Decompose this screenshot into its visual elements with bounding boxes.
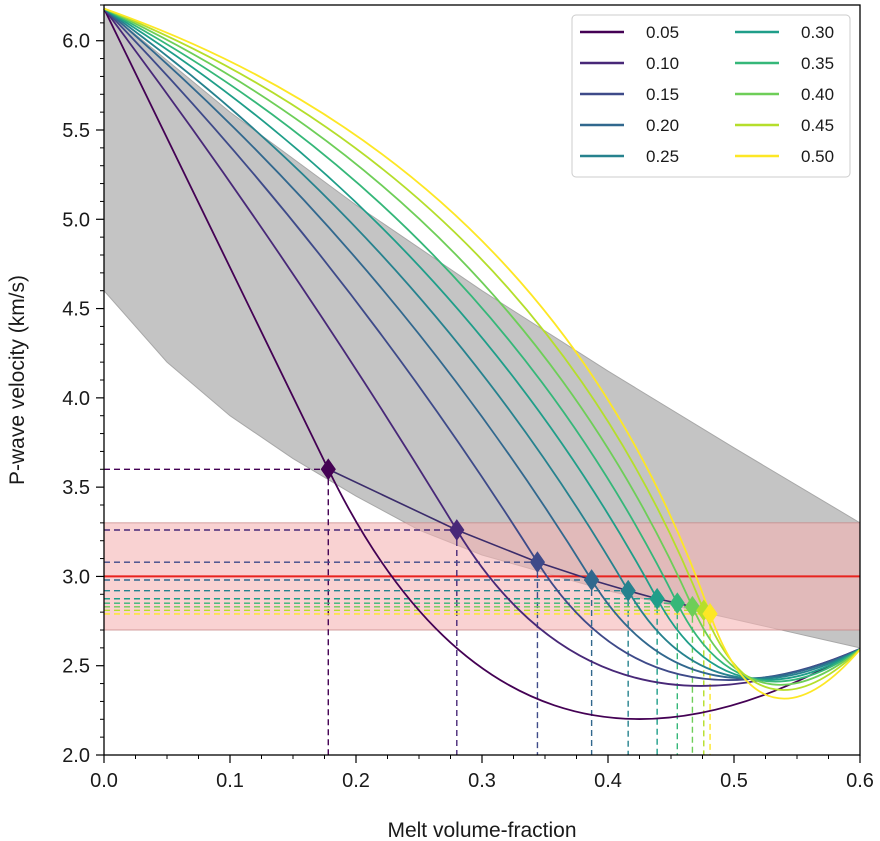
series-line-0.45	[103, 7, 861, 691]
series-line-0.40	[103, 7, 861, 686]
legend-label-0.15: 0.15	[646, 85, 679, 104]
legend-label-0.30: 0.30	[801, 23, 834, 42]
x-tick-label: 0.2	[342, 770, 370, 792]
legend-label-0.05: 0.05	[646, 23, 679, 42]
x-tick-label: 0.1	[216, 770, 244, 792]
y-tick-label: 3.5	[62, 477, 90, 499]
x-tick-label: 0.6	[846, 770, 874, 792]
legend-label-0.45: 0.45	[801, 116, 834, 135]
y-tick-label: 4.5	[62, 299, 90, 321]
axes: 0.0 0.1 0.2 0.3 0.4 0.5 0.6 2.0 2.5 3.0 3.5 4.0 4.5 5…	[62, 4, 874, 792]
legend-label-0.10: 0.10	[646, 54, 679, 73]
marker-0.50	[702, 603, 718, 625]
marker-0.25	[620, 579, 636, 602]
x-tick-label: 0.0	[90, 770, 118, 792]
y-tick-label: 5.0	[62, 209, 90, 231]
series-line-0.20	[103, 7, 861, 680]
legend-label-0.25: 0.25	[646, 147, 679, 166]
x-tick-label: 0.3	[468, 770, 496, 792]
marker-0.30	[649, 587, 665, 610]
y-tick-label: 4.0	[62, 388, 90, 410]
series-line-0.15	[103, 7, 861, 682]
x-tick-label: 0.5	[720, 770, 748, 792]
marker-0.35	[669, 592, 685, 615]
projection-lines	[104, 468, 711, 755]
y-axis-title: P-wave velocity (km/s)	[6, 275, 29, 485]
marker-0.05	[320, 458, 336, 481]
series-markers	[320, 458, 718, 625]
marker-0.40	[684, 595, 701, 618]
y-tick-label: 6.0	[62, 31, 90, 53]
legend-label-0.50: 0.50	[801, 147, 834, 166]
legend-label-0.40: 0.40	[801, 85, 834, 104]
marker-0.20	[584, 569, 600, 591]
series-line-0.50	[103, 7, 861, 700]
legend-label-0.35: 0.35	[801, 54, 834, 73]
legend-label-0.20: 0.20	[646, 116, 679, 135]
y-tick-label: 5.5	[62, 120, 90, 142]
marker-0.10	[449, 519, 465, 541]
y-tick-label: 2.0	[62, 745, 90, 767]
x-tick-label: 0.4	[594, 770, 622, 792]
series-line-0.10	[103, 8, 861, 687]
legend: 0.05 0.10 0.15 0.20 0.25 0.30 0.35 0.40 0.45 0.50	[571, 14, 851, 178]
marker-0.15	[529, 551, 546, 574]
x-axis-title: Melt volume-fraction	[387, 819, 576, 841]
y-tick-label: 3.0	[62, 566, 90, 588]
series-line-0.05	[103, 8, 861, 720]
series-line-0.35	[103, 7, 861, 683]
y-tick-label: 2.5	[62, 656, 90, 678]
legend-box	[571, 14, 851, 178]
